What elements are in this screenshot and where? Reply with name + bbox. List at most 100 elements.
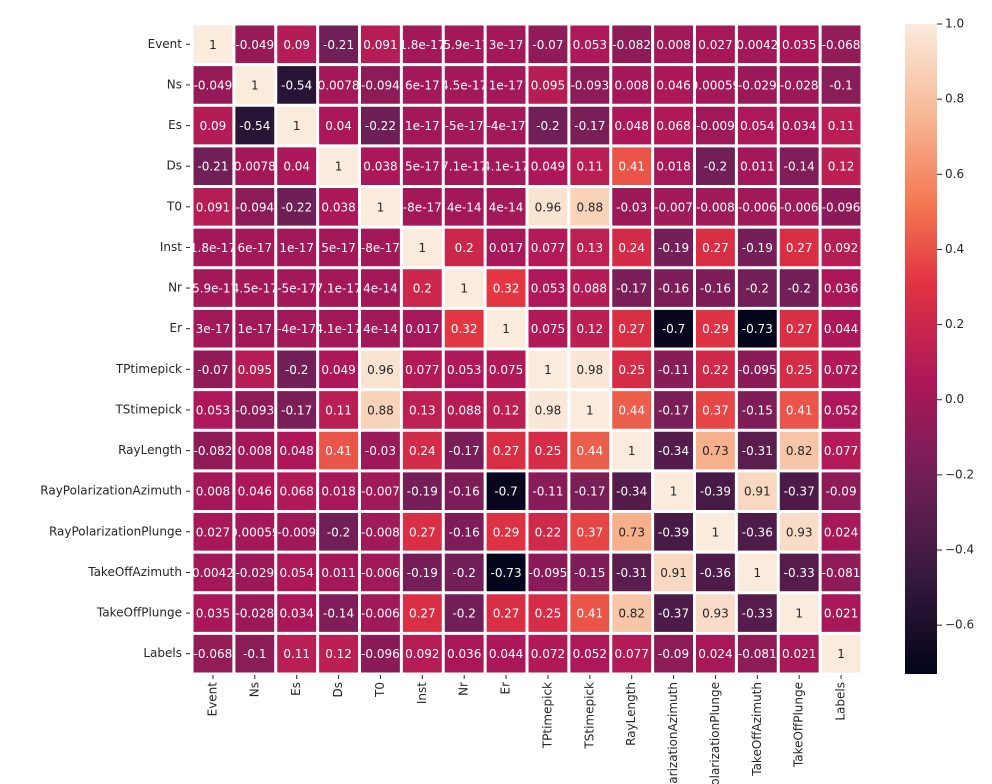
- heatmap-cell: [654, 309, 693, 348]
- heatmap-cell: [528, 350, 568, 389]
- cell-label: 0.077: [531, 241, 565, 255]
- cell-label: 0.054: [740, 119, 774, 133]
- heatmap-cell: [779, 188, 819, 226]
- heatmap-cell: [486, 350, 526, 389]
- heatmap-cell: [193, 188, 233, 226]
- x-tick-label: Event: [205, 682, 219, 717]
- cell-label: 0.2: [455, 241, 474, 255]
- cell-label: 0.11: [828, 119, 855, 133]
- cell-label: -0.34: [658, 444, 689, 458]
- heatmap-cell: [737, 391, 777, 429]
- cell-label: 0.052: [573, 647, 607, 661]
- cell-label: 0.0078: [234, 160, 276, 174]
- cell-label: -0.068: [194, 647, 233, 661]
- cell-label: 0.93: [702, 607, 729, 621]
- heatmap-cell: [486, 106, 526, 145]
- heatmap-cell: [654, 594, 693, 632]
- cell-label: -0.093: [235, 403, 274, 417]
- cell-label: 4.5e-17: [232, 282, 278, 296]
- colorbar-tick-label: −0.6: [945, 618, 974, 632]
- heatmap-cell: [528, 634, 568, 673]
- cell-label: -0.095: [529, 566, 568, 580]
- heatmap-cell: [319, 269, 358, 307]
- y-tick-label: RayPolarizationPlunge: [49, 524, 182, 538]
- heatmap-cell: [612, 188, 652, 226]
- cell-label: 0.044: [489, 647, 523, 661]
- heatmap-cell: [277, 309, 317, 348]
- cell-label: 0.04: [283, 160, 310, 174]
- heatmap-cell: [528, 391, 568, 429]
- heatmap-cell: [696, 66, 735, 104]
- cell-label: 0.072: [531, 647, 565, 661]
- cell-label: -4e-17: [277, 322, 316, 336]
- cell-label: 7.1e-17: [441, 160, 487, 174]
- heatmap-cell: [612, 553, 652, 592]
- heatmap-cell: [654, 513, 693, 551]
- heatmap-cell: [361, 188, 400, 226]
- heatmap-cell: [319, 513, 358, 551]
- heatmap-cell: [361, 147, 400, 185]
- cell-label: 7.1e-17: [316, 282, 362, 296]
- cell-label: 1: [670, 485, 678, 499]
- cell-label: 0.052: [824, 403, 858, 417]
- cell-label: 0.41: [618, 160, 645, 174]
- heatmap-cell: [654, 269, 693, 307]
- heatmap-cell: [444, 431, 484, 470]
- heatmap-cell: [737, 513, 777, 551]
- heatmap-cell: [193, 634, 233, 673]
- heatmap-cell: [361, 25, 400, 64]
- heatmap-cell: [779, 147, 819, 185]
- y-tick-label: RayPolarizationAzimuth: [40, 484, 182, 498]
- cell-label: 0.091: [196, 200, 230, 214]
- x-tick-label: Ds: [331, 682, 345, 698]
- cell-label: 0.046: [656, 78, 690, 92]
- cell-label: 1: [293, 119, 301, 133]
- heatmap-cell: [528, 594, 568, 632]
- heatmap-cell: [319, 25, 358, 64]
- heatmap-cell: [821, 472, 861, 510]
- y-tick-label: RayLength: [118, 443, 182, 457]
- heatmap-cell: [570, 634, 610, 673]
- heatmap-cell: [570, 553, 610, 592]
- heatmap-cell: [361, 228, 400, 267]
- cell-label: -8e-17: [403, 200, 442, 214]
- heatmap-cell: [528, 472, 568, 510]
- heatmap-cell: [528, 513, 568, 551]
- cell-label: -0.21: [323, 38, 354, 52]
- cell-label: 0.044: [824, 322, 858, 336]
- heatmap-cell: [235, 553, 275, 592]
- heatmap-cell: [737, 594, 777, 632]
- cell-label: 0.25: [618, 363, 645, 377]
- cell-label: 0.0042: [192, 566, 234, 580]
- heatmap-cell: [486, 391, 526, 429]
- y-tick-label: Ns: [167, 77, 182, 91]
- cell-label: 0.036: [824, 282, 858, 296]
- cell-label: 0.25: [535, 607, 562, 621]
- heatmap-cell: [737, 147, 777, 185]
- heatmap-cell: [402, 350, 442, 389]
- cell-label: -0.096: [361, 647, 400, 661]
- cell-label: -0.14: [784, 160, 815, 174]
- cell-label: -0.11: [532, 485, 563, 499]
- y-tick-label: Event: [148, 37, 183, 51]
- heatmap-cell: [612, 634, 652, 673]
- heatmap-cell: [235, 431, 275, 470]
- heatmap-cell: [654, 391, 693, 429]
- heatmap-cell: [319, 472, 358, 510]
- heatmap-cell: [821, 66, 861, 104]
- heatmap-cell: [235, 66, 275, 104]
- cell-label: 0.32: [493, 282, 520, 296]
- heatmap-cell: [570, 66, 610, 104]
- cell-label: 1e-17: [489, 78, 524, 92]
- colorbar-tick-label: 0.8: [945, 92, 964, 106]
- heatmap-cell: [821, 147, 861, 185]
- heatmap-cell: [277, 25, 317, 64]
- cell-label: -0.17: [658, 403, 689, 417]
- cell-label: 0.27: [786, 322, 813, 336]
- heatmap-cell: [235, 513, 275, 551]
- heatmap-cell: [277, 594, 317, 632]
- cell-label: 0.038: [363, 160, 397, 174]
- heatmap-cell: [486, 594, 526, 632]
- cell-label: 0.092: [405, 647, 439, 661]
- x-tick-label: TakeOffAzimuth: [750, 682, 764, 777]
